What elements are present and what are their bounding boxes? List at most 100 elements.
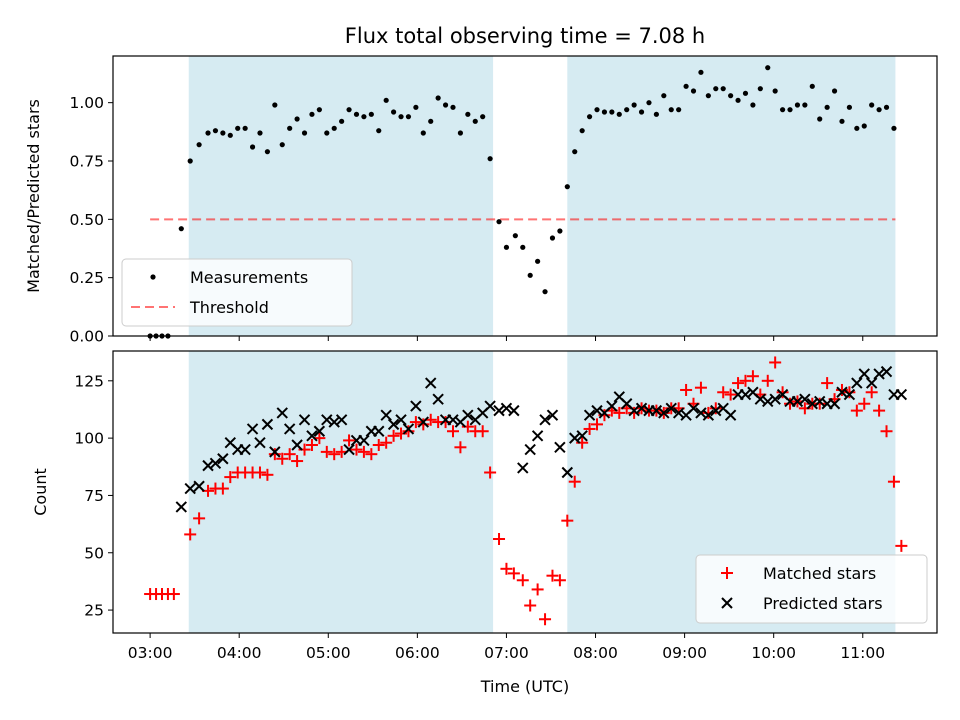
- measurement-point: [817, 116, 823, 122]
- predicted-point: [561, 466, 574, 479]
- predicted-point: [291, 439, 303, 451]
- legend-matched-label: Matched stars: [763, 564, 876, 583]
- good-interval-0-1: [567, 56, 896, 336]
- predicted-point: [283, 423, 296, 435]
- y-tick-label: 125: [74, 372, 104, 390]
- matched-point: [746, 370, 759, 383]
- predicted-point: [484, 400, 496, 412]
- y-tick-label: 100: [74, 430, 104, 448]
- matched-point: [524, 599, 537, 612]
- predicted-point: [754, 393, 767, 405]
- measurement-point: [750, 102, 756, 108]
- measurement-point: [242, 125, 248, 131]
- predicted-point: [524, 443, 536, 456]
- matched-point: [193, 512, 206, 525]
- matched-point: [283, 448, 296, 461]
- matched-point: [739, 374, 752, 387]
- measurement-point: [435, 95, 441, 101]
- matched-point: [531, 583, 544, 596]
- y-tick-label: 0.25: [69, 269, 104, 287]
- top-legend: Measurements Threshold: [121, 258, 353, 327]
- measurement-point: [846, 104, 853, 110]
- measurement-point: [294, 116, 300, 122]
- predicted-point: [546, 409, 559, 421]
- measurement-point: [668, 107, 674, 113]
- matched-point: [761, 374, 774, 387]
- measurement-point: [601, 109, 608, 115]
- measurement-point: [720, 86, 726, 92]
- predicted-point: [276, 407, 288, 419]
- predicted-point: [769, 393, 781, 405]
- matched-point: [365, 448, 378, 461]
- matched-point: [732, 377, 745, 390]
- legend-matched-marker: [721, 567, 733, 579]
- predicted-point: [702, 409, 715, 421]
- measurement-point: [287, 125, 293, 131]
- bottom-axes-frame: [112, 350, 938, 634]
- top-panel: 0.00 0.25 0.50 0.75 1.00 Matched/Predicted s…: [24, 55, 938, 346]
- matched-point: [261, 468, 274, 481]
- predicted-point: [395, 414, 407, 426]
- x-axis-label: Time (UTC): [480, 677, 569, 696]
- predicted-point: [358, 434, 370, 447]
- measurement-point: [361, 114, 367, 120]
- measurement-point: [450, 104, 456, 110]
- measurement-point: [398, 114, 404, 120]
- predicted-point: [500, 402, 513, 415]
- measurement-point: [220, 130, 226, 136]
- matched-point: [184, 528, 197, 541]
- x-tick-label: 05:00: [306, 644, 351, 662]
- measurement-point: [869, 102, 875, 108]
- measurement-point: [824, 104, 830, 110]
- predicted-point: [569, 432, 581, 444]
- y-tick-label: 0.50: [69, 211, 104, 229]
- measurement-point: [653, 111, 659, 117]
- y-tick-label: 1.00: [69, 94, 104, 112]
- matched-point: [680, 383, 693, 396]
- predicted-point: [895, 388, 908, 401]
- measurement-point: [472, 118, 478, 124]
- predicted-point: [710, 404, 722, 417]
- measurement-point: [520, 244, 526, 250]
- predicted-point: [321, 414, 333, 426]
- predicted-point: [508, 404, 520, 417]
- matched-point: [268, 448, 281, 461]
- measurement-point: [383, 97, 389, 103]
- predicted-point: [762, 395, 774, 408]
- predicted-point: [217, 453, 229, 465]
- measurement-point: [316, 107, 322, 113]
- matched-point: [880, 425, 893, 438]
- measurement-point: [728, 93, 734, 99]
- x-tick-label: 03:00: [128, 644, 173, 662]
- x-tick-label: 10:00: [751, 644, 796, 662]
- top-axes-frame: [112, 55, 938, 337]
- matched-point: [539, 613, 552, 626]
- y-tick-label: 75: [84, 487, 104, 505]
- measurement-point: [779, 107, 786, 113]
- top-y-axis-label: Matched/Predicted stars: [24, 99, 43, 293]
- matched-point: [516, 574, 529, 587]
- matched-point: [887, 475, 900, 488]
- predicted-point: [425, 377, 437, 389]
- matched-point: [813, 397, 826, 410]
- predicted-point: [254, 437, 266, 449]
- measurement-point: [757, 86, 763, 92]
- measurement-point: [212, 128, 219, 134]
- measurement-point: [794, 102, 801, 108]
- matched-point: [553, 574, 566, 587]
- measurement-point: [861, 123, 867, 129]
- matched-point: [372, 439, 385, 451]
- measurement-point: [839, 118, 845, 124]
- bottom-y-axis-label: Count: [31, 468, 50, 516]
- x-tick-label: 07:00: [484, 644, 529, 662]
- predicted-point: [209, 457, 222, 470]
- predicted-point: [328, 416, 340, 428]
- measurement-point: [854, 125, 860, 131]
- matched-point: [253, 466, 266, 479]
- measurement-point: [683, 83, 689, 89]
- matched-point: [843, 386, 856, 399]
- matched-point: [484, 466, 497, 479]
- measurement-point: [631, 102, 637, 108]
- measurement-point: [572, 149, 578, 155]
- matched-point: [776, 386, 789, 399]
